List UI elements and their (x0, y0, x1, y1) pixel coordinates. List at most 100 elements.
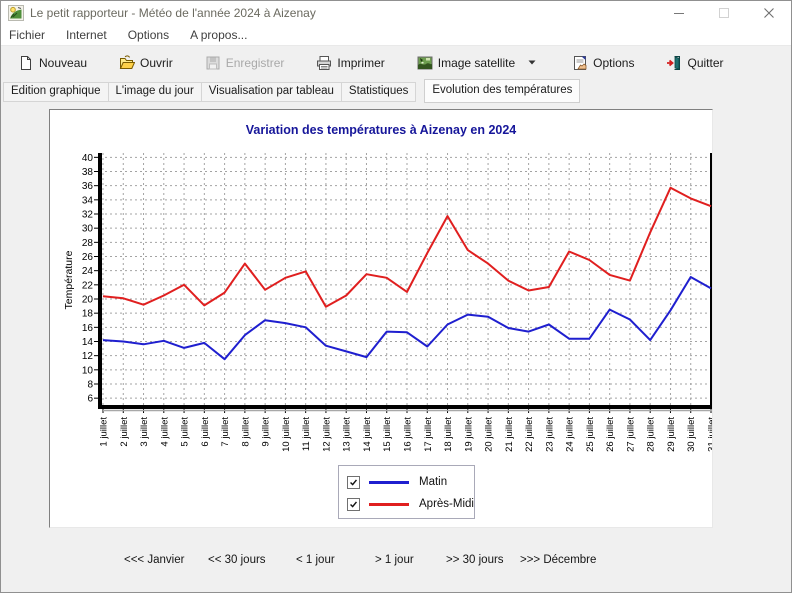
nav-forward-30-jours[interactable]: >> 30 jours (446, 554, 504, 566)
menu-bar: Fichier Internet Options A propos... (1, 24, 791, 45)
svg-text:32: 32 (82, 210, 94, 221)
svg-text:14 juillet: 14 juillet (362, 417, 373, 452)
temperature-line-chart: 6 8 10 12 14 16 18 20 22 24 26 28 30 32 34 36 38 40 1 juil… (63, 153, 713, 452)
chevron-down-icon (528, 60, 536, 65)
toolbar: Nouveau Ouvrir Enregistrer (1, 45, 791, 79)
nav-janvier[interactable]: <<< Janvier (124, 554, 185, 566)
tab-image-du-jour[interactable]: L'image du jour (107, 82, 201, 102)
svg-text:1 juillet: 1 juillet (99, 417, 110, 447)
nav-back-1-jour[interactable]: < 1 jour (296, 554, 335, 566)
svg-text:9 juillet: 9 juillet (261, 417, 272, 447)
svg-text:31 juillet: 31 juillet (707, 417, 713, 452)
menu-fichier[interactable]: Fichier (9, 27, 46, 42)
svg-text:6 juillet: 6 juillet (200, 417, 211, 447)
minimize-icon (673, 12, 684, 14)
svg-text:27 juillet: 27 juillet (625, 417, 636, 452)
svg-text:24 juillet: 24 juillet (565, 417, 576, 452)
svg-text:24: 24 (82, 266, 94, 277)
svg-text:22: 22 (82, 280, 94, 291)
svg-text:7 juillet: 7 juillet (220, 417, 231, 447)
svg-text:18: 18 (82, 309, 94, 320)
matin-line-sample (369, 480, 409, 484)
new-document-icon (21, 55, 31, 70)
quit-button[interactable]: Quitter (663, 53, 726, 73)
new-button[interactable]: Nouveau (15, 53, 90, 73)
svg-text:Température: Température (63, 250, 75, 309)
svg-text:11 juillet: 11 juillet (301, 417, 312, 452)
close-button[interactable] (746, 1, 791, 24)
svg-text:22 juillet: 22 juillet (524, 417, 535, 452)
printer-icon (317, 55, 332, 70)
svg-text:21 juillet: 21 juillet (504, 417, 515, 452)
svg-text:6: 6 (87, 394, 93, 405)
checkmark-icon (350, 479, 358, 486)
svg-text:16 juillet: 16 juillet (403, 417, 414, 452)
svg-text:10 juillet: 10 juillet (281, 417, 292, 452)
svg-text:8: 8 (87, 379, 93, 390)
quit-door-icon (667, 55, 681, 70)
svg-text:2 juillet: 2 juillet (119, 417, 130, 447)
chart-title: Variation des températures à Aizenay en … (245, 123, 517, 137)
svg-text:28 juillet: 28 juillet (646, 417, 657, 452)
svg-text:12: 12 (82, 351, 94, 362)
tab-evolution-des-temperatures[interactable]: Evolution des températures (424, 79, 581, 103)
nav-decembre[interactable]: >>> Décembre (520, 554, 597, 566)
print-button[interactable]: Imprimer (313, 53, 387, 73)
chart-panel: Variation des températures à Aizenay en … (49, 109, 713, 528)
svg-text:29 juillet: 29 juillet (666, 417, 677, 452)
svg-text:23 juillet: 23 juillet (544, 417, 555, 452)
window-title: Le petit rapporteur - Météo de l'année 2… (30, 5, 316, 20)
apres-midi-checkbox[interactable] (347, 497, 360, 511)
svg-text:8 juillet: 8 juillet (240, 417, 251, 447)
options-icon (574, 55, 587, 70)
svg-text:12 juillet: 12 juillet (321, 417, 332, 452)
save-floppy-icon (206, 56, 220, 69)
save-button[interactable]: Enregistrer (202, 53, 288, 73)
maximize-button[interactable] (701, 1, 746, 24)
matin-checkbox[interactable] (347, 475, 360, 489)
svg-text:38: 38 (82, 167, 94, 178)
chart-legend: Matin Après-Midi (338, 465, 475, 519)
menu-options[interactable]: Options (127, 27, 170, 42)
svg-text:28: 28 (82, 238, 94, 249)
tab-edition-graphique[interactable]: Edition graphique (3, 82, 108, 102)
open-button[interactable]: Ouvrir (116, 53, 176, 73)
open-folder-icon (119, 54, 136, 69)
satellite-image-button[interactable]: Image satellite (414, 53, 543, 73)
svg-text:25 juillet: 25 juillet (585, 417, 596, 452)
nav-back-30-jours[interactable]: << 30 jours (208, 554, 266, 566)
options-button[interactable]: Options (569, 53, 637, 73)
apres-midi-line-sample (369, 502, 409, 506)
svg-text:13 juillet: 13 juillet (342, 417, 353, 452)
minimize-button[interactable] (656, 1, 701, 24)
svg-text:20 juillet: 20 juillet (484, 417, 495, 452)
maximize-icon (718, 7, 729, 18)
svg-text:19 juillet: 19 juillet (463, 417, 474, 452)
tab-visualisation-par-tableau[interactable]: Visualisation par tableau (200, 82, 341, 102)
svg-text:40: 40 (82, 153, 94, 164)
window-controls (656, 1, 791, 24)
nav-forward-1-jour[interactable]: > 1 jour (375, 554, 414, 566)
svg-text:4 juillet: 4 juillet (159, 417, 170, 447)
tab-statistiques[interactable]: Statistiques (340, 82, 417, 102)
svg-text:14: 14 (82, 337, 94, 348)
svg-text:18 juillet: 18 juillet (443, 417, 454, 452)
svg-text:17 juillet: 17 juillet (423, 417, 434, 452)
menu-internet[interactable]: Internet (66, 27, 107, 42)
menu-a-propos[interactable]: A propos... (190, 27, 248, 42)
svg-text:36: 36 (82, 181, 94, 192)
tab-bar: Edition graphique L'image du jour Visual… (1, 79, 791, 103)
satellite-image-icon (417, 56, 433, 69)
svg-text:26 juillet: 26 juillet (605, 417, 616, 452)
svg-text:34: 34 (82, 195, 94, 206)
svg-text:26: 26 (82, 252, 94, 263)
svg-text:20: 20 (82, 295, 94, 306)
svg-text:30 juillet: 30 juillet (686, 417, 697, 452)
svg-text:10: 10 (82, 365, 94, 376)
title-bar: Le petit rapporteur - Météo de l'année 2… (1, 1, 791, 24)
app-icon (8, 4, 24, 21)
close-icon (763, 7, 774, 18)
legend-label-apres-midi: Après-Midi (419, 498, 474, 510)
legend-row-apres-midi: Après-Midi (339, 493, 474, 515)
